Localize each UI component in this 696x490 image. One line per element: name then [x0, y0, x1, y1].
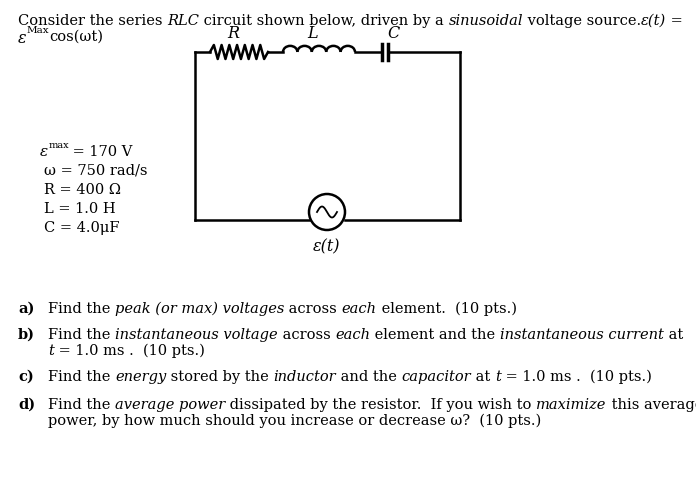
- Text: Find the: Find the: [48, 370, 115, 384]
- Text: =: =: [666, 14, 683, 28]
- Text: each: each: [342, 302, 377, 316]
- Text: Find the: Find the: [48, 328, 115, 342]
- Text: inductor: inductor: [274, 370, 336, 384]
- Text: across: across: [278, 328, 335, 342]
- Text: Max: Max: [26, 26, 49, 35]
- Text: dissipated by the resistor.  If you wish to: dissipated by the resistor. If you wish …: [226, 398, 536, 412]
- Text: ε(t): ε(t): [313, 238, 341, 255]
- Text: R = 400 Ω: R = 400 Ω: [44, 183, 121, 197]
- Text: = 1.0 ms .  (10 pts.): = 1.0 ms . (10 pts.): [54, 344, 205, 358]
- Text: = 170 V: = 170 V: [68, 145, 132, 159]
- Text: L = 1.0 H: L = 1.0 H: [44, 202, 116, 216]
- Text: at: at: [663, 328, 683, 342]
- Text: Find the: Find the: [48, 302, 115, 316]
- Text: stored by the: stored by the: [166, 370, 274, 384]
- Text: C = 4.0μF: C = 4.0μF: [44, 221, 120, 235]
- Text: instantaneous current: instantaneous current: [500, 328, 663, 342]
- Text: ε: ε: [18, 30, 26, 47]
- Text: cos(ωt): cos(ωt): [49, 30, 103, 44]
- Text: element.  (10 pts.): element. (10 pts.): [377, 302, 516, 317]
- Text: voltage source.: voltage source.: [523, 14, 641, 28]
- Text: across: across: [285, 302, 342, 316]
- Text: ε: ε: [40, 145, 48, 159]
- Text: d): d): [18, 398, 35, 412]
- Text: max: max: [48, 141, 69, 150]
- Text: and the: and the: [336, 370, 402, 384]
- Text: c): c): [18, 370, 33, 384]
- Text: L: L: [308, 25, 318, 42]
- Text: sinusoidal: sinusoidal: [448, 14, 523, 28]
- Text: Consider the series: Consider the series: [18, 14, 167, 28]
- Text: R: R: [227, 25, 239, 42]
- Text: instantaneous voltage: instantaneous voltage: [115, 328, 278, 342]
- Text: RLC: RLC: [167, 14, 199, 28]
- Text: this average: this average: [607, 398, 696, 412]
- Text: ε(t): ε(t): [641, 14, 666, 28]
- Text: average power: average power: [115, 398, 226, 412]
- Text: power, by how much should you increase or decrease ω?  (10 pts.): power, by how much should you increase o…: [48, 414, 541, 428]
- Text: b): b): [18, 328, 35, 342]
- Text: energy: energy: [115, 370, 166, 384]
- Text: Find the: Find the: [48, 398, 115, 412]
- Text: t: t: [48, 344, 54, 358]
- Text: = 1.0 ms .  (10 pts.): = 1.0 ms . (10 pts.): [501, 370, 652, 384]
- Text: each: each: [335, 328, 370, 342]
- Text: ω = 750 rad/s: ω = 750 rad/s: [44, 164, 148, 178]
- Text: a): a): [18, 302, 34, 316]
- Text: peak (or max) voltages: peak (or max) voltages: [115, 302, 285, 317]
- Text: t: t: [496, 370, 501, 384]
- Text: maximize: maximize: [536, 398, 607, 412]
- Text: circuit shown below, driven by a: circuit shown below, driven by a: [199, 14, 448, 28]
- Text: C: C: [387, 25, 399, 42]
- Text: capacitor: capacitor: [402, 370, 471, 384]
- Text: element and the: element and the: [370, 328, 500, 342]
- Text: at: at: [471, 370, 496, 384]
